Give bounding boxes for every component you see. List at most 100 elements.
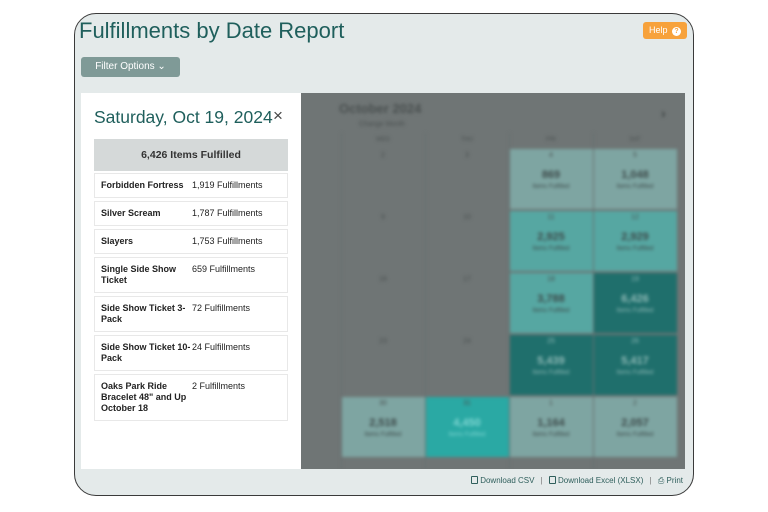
list-item: Single Side Show Ticket 659 Fulfillments [94, 257, 288, 293]
item-name: Side Show Ticket 3-Pack [101, 303, 186, 324]
item-count: 24 Fulfillments [192, 342, 251, 352]
calendar-day-cell[interactable]: 2 2,057 Items Fulfilled [593, 397, 677, 457]
items-fulfilled-label: Items Fulfilled [364, 432, 402, 438]
change-month-link[interactable]: Change Month [359, 121, 405, 128]
grid-line [509, 133, 510, 469]
weekday-label: THU [460, 137, 474, 143]
day-number: 1 [549, 400, 553, 407]
items-fulfilled-summary: 6,426 Items Fulfilled [94, 139, 288, 171]
day-number: 5 [633, 152, 637, 159]
item-count: 2 Fulfillments [192, 381, 246, 391]
selected-date: Saturday, Oct 19, 2024 [94, 107, 273, 127]
calendar-day-cell[interactable]: 25 5,439 Items Fulfilled [509, 335, 593, 395]
item-count: 1,919 Fulfillments [192, 180, 263, 190]
calendar-day-cell[interactable]: 11 2,925 Items Fulfilled [509, 211, 593, 271]
print-icon: ⎙ [657, 476, 665, 485]
day-number: 25 [547, 338, 555, 345]
items-fulfilled-label: Items Fulfilled [532, 184, 570, 190]
day-detail-panel: Saturday, Oct 19, 2024 × 6,426 Items Ful… [81, 93, 301, 469]
day-number: 12 [631, 214, 639, 221]
calendar-day-cell[interactable]: 12 2,929 Items Fulfilled [593, 211, 677, 271]
list-item: Oaks Park Ride Bracelet 48" and Up Octob… [94, 374, 288, 421]
calendar-day-cell[interactable]: 10 [425, 211, 509, 271]
item-name: Forbidden Fortress [101, 180, 184, 190]
report-window: Fulfillments by Date Report Help ? Filte… [74, 13, 694, 496]
calendar-day-cell[interactable]: 4 869 Items Fulfilled [509, 149, 593, 209]
weekday-label: E [301, 137, 325, 143]
items-fulfilled-label: Items Fulfilled [616, 246, 654, 252]
calendar-day-cell[interactable]: 2 [341, 149, 425, 209]
day-number: 9 [381, 214, 385, 221]
items-fulfilled-label: Items Fulfilled [448, 432, 486, 438]
question-circle-icon: ? [672, 27, 681, 36]
grid-line [341, 133, 342, 469]
item-name: Silver Scream [101, 208, 161, 218]
item-count: 659 Fulfillments [192, 264, 256, 274]
calendar-day-cell[interactable]: 18 3,788 Items Fulfilled [509, 273, 593, 333]
day-number: 2 [633, 400, 637, 407]
print-link[interactable]: Print [666, 476, 683, 485]
items-fulfilled-count: 2,929 [621, 231, 649, 243]
item-count: 1,787 Fulfillments [192, 208, 263, 218]
day-number: 4 [549, 152, 553, 159]
filter-options-button[interactable]: Filter Options ⌄ [81, 57, 180, 77]
items-fulfilled-count: 2,057 [621, 417, 649, 429]
item-count: 1,753 Fulfillments [192, 236, 263, 246]
help-label: Help [648, 25, 668, 35]
calendar-day-cell[interactable]: 19 6,426 Items Fulfilled [593, 273, 677, 333]
next-month-icon[interactable]: › [661, 105, 666, 121]
day-number: 30 [379, 400, 387, 407]
day-number: 19 [631, 276, 639, 283]
calendar-day-cell[interactable]: 9 [341, 211, 425, 271]
calendar-day-cell[interactable]: 3 [425, 149, 509, 209]
download-csv-link[interactable]: Download CSV [480, 476, 535, 485]
file-icon [471, 476, 479, 484]
weekday-label: WED [376, 137, 390, 143]
items-fulfilled-count: 1,048 [621, 169, 649, 181]
download-xlsx-link[interactable]: Download Excel (XLSX) [557, 476, 644, 485]
list-item: Side Show Ticket 10-Pack 24 Fulfillments [94, 335, 288, 371]
day-number: 2 [381, 152, 385, 159]
weekday-label: FRI [546, 137, 556, 143]
items-fulfilled-count: 4,450 [453, 417, 481, 429]
page-title: Fulfillments by Date Report [79, 18, 345, 43]
items-fulfilled-label: Items Fulfilled [532, 432, 570, 438]
day-number: 10 [463, 214, 471, 221]
items-fulfilled-count: 1,164 [537, 417, 565, 429]
close-icon[interactable]: × [273, 106, 283, 125]
items-fulfilled-count: 5,439 [537, 355, 565, 367]
day-number: 23 [379, 338, 387, 345]
calendar-day-cell[interactable]: 31 4,450 Items Fulfilled [425, 397, 509, 457]
excel-file-icon [548, 476, 556, 484]
calendar-day-cell[interactable]: 30 2,518 Items Fulfilled [341, 397, 425, 457]
item-name: Side Show Ticket 10-Pack [101, 342, 191, 363]
grid-line [593, 133, 594, 469]
calendar-day-cell[interactable]: 26 5,417 Items Fulfilled [593, 335, 677, 395]
items-fulfilled-count: 2,925 [537, 231, 565, 243]
item-count: 72 Fulfillments [192, 303, 251, 313]
items-fulfilled-count: 869 [541, 169, 561, 181]
items-fulfilled-label: Items Fulfilled [616, 184, 654, 190]
help-button[interactable]: Help ? [642, 22, 687, 39]
items-fulfilled-label: Items Fulfilled [532, 308, 570, 314]
item-name: Slayers [101, 236, 134, 246]
calendar-day-cell[interactable]: 24 [425, 335, 509, 395]
calendar-day-cell[interactable]: 1 1,164 Items Fulfilled [509, 397, 593, 457]
items-fulfilled-count: 3,788 [537, 293, 565, 305]
day-number: 3 [465, 152, 469, 159]
items-fulfilled-label: Items Fulfilled [616, 308, 654, 314]
items-fulfilled-label: Items Fulfilled [616, 370, 654, 376]
separator: | [649, 476, 652, 485]
day-number: 11 [547, 214, 555, 221]
calendar-overlay: October 2024 Change Month › E WED THU FRI SA… [301, 93, 685, 469]
list-item: Forbidden Fortress 1,919 Fulfillments [94, 173, 288, 198]
items-fulfilled-label: Items Fulfilled [532, 246, 570, 252]
list-item: Silver Scream 1,787 Fulfillments [94, 201, 288, 226]
calendar-day-cell[interactable]: 16 [341, 273, 425, 333]
items-fulfilled-count: 5,417 [621, 355, 649, 367]
calendar-day-cell[interactable]: 23 [341, 335, 425, 395]
items-fulfilled-count: 2,518 [369, 417, 397, 429]
day-number: 26 [631, 338, 639, 345]
calendar-day-cell[interactable]: 17 [425, 273, 509, 333]
calendar-day-cell[interactable]: 5 1,048 Items Fulfilled [593, 149, 677, 209]
